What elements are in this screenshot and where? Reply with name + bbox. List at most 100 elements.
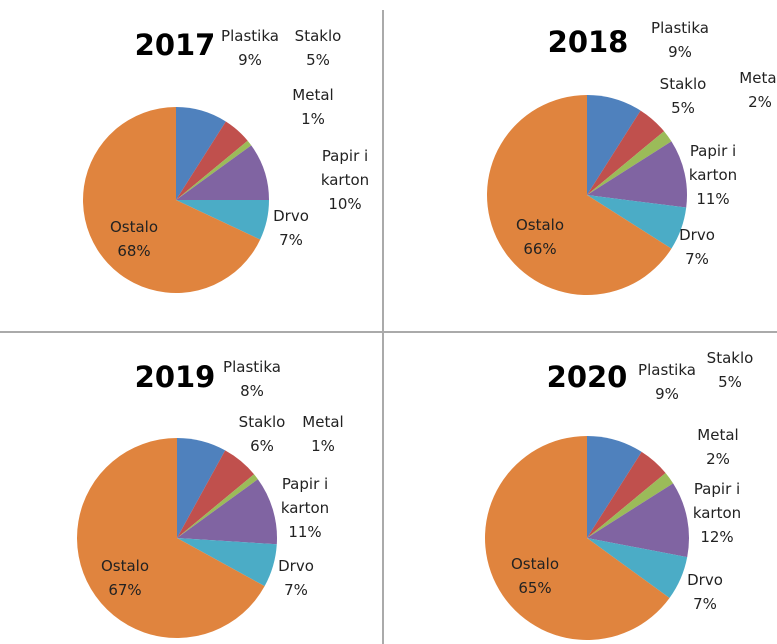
value-label: 1% xyxy=(311,437,335,455)
pie-slice xyxy=(177,438,226,538)
category-label: Metal xyxy=(292,86,334,104)
category-label: Drvo xyxy=(679,226,715,244)
category-label: Papir i karton xyxy=(688,142,738,184)
value-label: 65% xyxy=(518,579,552,597)
value-label: 2% xyxy=(748,93,772,111)
value-label: 12% xyxy=(700,528,734,546)
category-label: Drvo xyxy=(278,557,314,575)
value-label: 7% xyxy=(693,595,717,613)
category-label: Drvo xyxy=(273,207,309,225)
pie-slice xyxy=(587,451,666,538)
category-label: Staklo xyxy=(294,27,342,45)
pie-slice xyxy=(486,95,672,295)
pie-slice xyxy=(176,107,226,200)
pie-slice xyxy=(485,436,670,640)
slice-label: Metal 1% xyxy=(280,83,346,131)
pie-slice xyxy=(587,436,642,538)
slice-label: Papir i karton 12% xyxy=(684,477,750,549)
slice-label: Plastika 9% xyxy=(647,16,713,64)
category-label: Ostalo xyxy=(515,216,565,234)
value-label: 6% xyxy=(250,437,274,455)
chart-title: 2020 xyxy=(546,360,628,394)
value-label: 66% xyxy=(523,240,557,258)
category-label: Ostalo xyxy=(510,555,560,573)
category-label: Papir i karton xyxy=(692,480,742,522)
value-label: 9% xyxy=(655,385,679,403)
value-label: 5% xyxy=(306,51,330,69)
slice-label: Plastika 9% xyxy=(634,358,700,406)
category-label: Staklo xyxy=(238,413,286,431)
value-label: 7% xyxy=(284,581,308,599)
pie-slice xyxy=(587,95,641,195)
slice-label: Drvo 7% xyxy=(263,554,329,602)
pie-slice xyxy=(587,472,674,538)
category-label: Plastika xyxy=(221,27,279,45)
slice-label: Drvo 7% xyxy=(664,223,730,271)
chart-title: 2019 xyxy=(134,360,216,394)
category-label: Papir i karton xyxy=(280,475,330,517)
slice-label: Plastika 9% xyxy=(217,24,283,72)
pie-slice xyxy=(76,438,265,638)
value-label: 7% xyxy=(685,250,709,268)
slice-label: Ostalo 67% xyxy=(92,554,158,602)
pie-slice xyxy=(587,131,672,195)
pie-slice xyxy=(176,145,270,200)
pie-slice xyxy=(176,121,248,200)
pie-slice xyxy=(177,479,277,545)
value-label: 68% xyxy=(117,242,151,260)
value-label: 8% xyxy=(240,382,264,400)
pie-slice xyxy=(177,538,277,587)
slice-label: Drvo 7% xyxy=(258,204,324,252)
category-label: Plastika xyxy=(651,19,709,37)
slice-label: Drvo 7% xyxy=(672,568,738,616)
pie-slice xyxy=(587,195,687,249)
category-label: Papir i karton xyxy=(320,147,370,189)
value-label: 67% xyxy=(108,581,142,599)
chart-title: 2017 xyxy=(134,28,216,62)
value-label: 5% xyxy=(671,99,695,117)
category-label: Metal xyxy=(697,426,739,444)
value-label: 1% xyxy=(301,110,325,128)
value-label: 7% xyxy=(279,231,303,249)
slice-label: Metal 2% xyxy=(727,66,777,114)
pie-slice xyxy=(587,141,687,208)
pie-slice xyxy=(83,107,261,293)
value-label: 2% xyxy=(706,450,730,468)
category-label: Ostalo xyxy=(109,218,159,236)
category-label: Ostalo xyxy=(100,557,150,575)
category-label: Metal xyxy=(739,69,777,87)
category-label: Staklo xyxy=(659,75,707,93)
slice-label: Papir i karton 11% xyxy=(680,139,746,211)
slice-label: Ostalo 66% xyxy=(507,213,573,261)
slice-label: Papir i karton 11% xyxy=(272,472,338,544)
category-label: Plastika xyxy=(223,358,281,376)
slice-label: Staklo 5% xyxy=(697,346,763,394)
pie-slice xyxy=(177,450,255,538)
value-label: 11% xyxy=(696,190,730,208)
value-label: 9% xyxy=(668,43,692,61)
pie-slice xyxy=(176,140,252,200)
pie-slice xyxy=(587,110,665,195)
slice-label: Ostalo 65% xyxy=(502,552,568,600)
pie-slice xyxy=(177,474,258,538)
slice-label: Staklo 5% xyxy=(285,24,351,72)
pie-slice xyxy=(587,483,689,558)
pie-slice xyxy=(587,538,688,598)
slice-label: Staklo 6% xyxy=(229,410,295,458)
slice-label: Ostalo 68% xyxy=(101,215,167,263)
slice-label: Staklo 5% xyxy=(650,72,716,120)
chart-title: 2018 xyxy=(547,25,629,59)
category-label: Drvo xyxy=(687,571,723,589)
category-label: Staklo xyxy=(706,349,754,367)
value-label: 5% xyxy=(718,373,742,391)
value-label: 9% xyxy=(238,51,262,69)
slice-label: Metal 2% xyxy=(685,423,751,471)
pie-slice xyxy=(176,200,269,240)
slice-label: Papir i karton 10% xyxy=(312,144,378,216)
category-label: Metal xyxy=(302,413,344,431)
value-label: 11% xyxy=(288,523,322,541)
value-label: 10% xyxy=(328,195,362,213)
slice-label: Metal 1% xyxy=(290,410,356,458)
